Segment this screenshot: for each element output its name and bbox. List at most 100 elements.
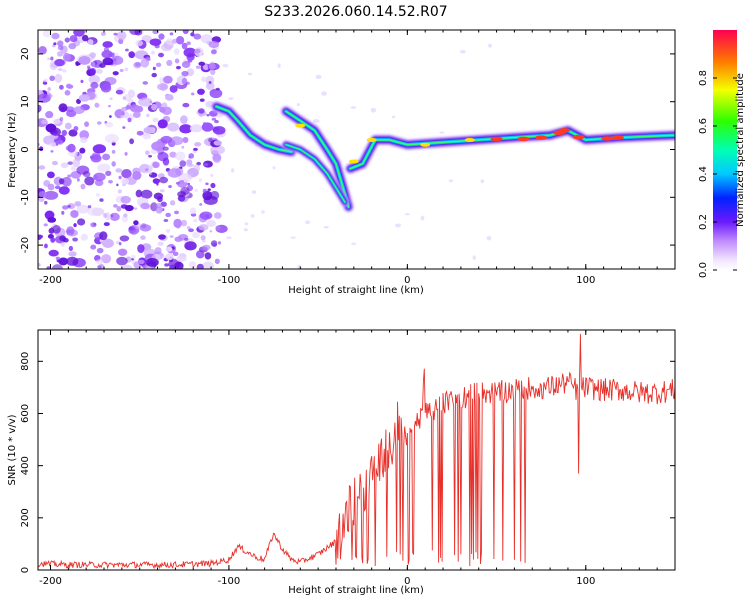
faint-speckle	[243, 228, 248, 232]
noise-speckle	[112, 71, 119, 76]
noise-speckle	[164, 263, 169, 267]
noise-speckle	[53, 118, 61, 125]
noise-speckle	[151, 141, 165, 151]
noise-speckle	[80, 136, 88, 144]
noise-speckle	[169, 200, 176, 206]
noise-speckle	[218, 241, 222, 245]
noise-speckle	[214, 258, 220, 265]
faint-speckle	[296, 103, 300, 107]
noise-speckle	[105, 170, 112, 177]
noise-speckle	[139, 224, 152, 232]
noise-speckle	[97, 265, 102, 269]
noise-speckle	[87, 39, 94, 46]
noise-speckle	[151, 103, 158, 111]
noise-speckle	[198, 112, 204, 117]
noise-speckle	[67, 174, 72, 178]
spectrogram-x-axis: -200 -100 0 100	[39, 30, 676, 286]
noise-speckle	[65, 83, 72, 89]
faint-speckle	[228, 97, 234, 101]
faint-speckle	[251, 190, 257, 195]
faint-speckle	[323, 225, 329, 229]
faint-speckle	[247, 72, 253, 76]
noise-speckle	[78, 55, 91, 65]
noise-speckle	[66, 256, 79, 266]
noise-speckle	[136, 130, 144, 136]
warm-spot	[420, 142, 431, 147]
noise-speckle	[161, 143, 166, 147]
noise-speckle	[50, 56, 54, 61]
noise-speckle	[55, 256, 61, 260]
noise-speckle	[87, 207, 101, 216]
noise-speckle	[124, 67, 129, 72]
noise-speckle	[51, 160, 58, 166]
faint-speckle	[472, 255, 476, 260]
noise-speckle	[64, 122, 72, 130]
noise-speckle	[81, 34, 89, 42]
hot-spot	[572, 134, 585, 140]
noise-speckle	[103, 213, 108, 218]
noise-speckle	[193, 33, 202, 40]
spectrogram-image	[38, 30, 675, 269]
noise-speckle	[183, 47, 197, 58]
noise-speckle	[159, 176, 169, 184]
noise-speckle	[169, 136, 184, 146]
noise-speckle	[96, 247, 104, 254]
noise-speckle	[204, 252, 212, 260]
noise-speckle	[162, 255, 166, 259]
noise-speckle	[64, 37, 70, 43]
noise-speckle	[159, 106, 166, 113]
noise-speckle	[70, 209, 79, 218]
hot-spot	[558, 128, 571, 133]
noise-speckle	[167, 122, 180, 132]
noise-speckle	[138, 164, 153, 174]
faint-speckle	[370, 107, 377, 113]
noise-speckle	[56, 51, 64, 57]
noise-speckle	[145, 56, 151, 62]
faint-speckle	[244, 222, 249, 226]
noise-speckle	[68, 251, 77, 257]
faint-speckle	[404, 213, 410, 216]
y-tick-label: 0	[20, 146, 31, 152]
noise-speckle	[117, 30, 127, 40]
noise-speckle	[169, 151, 177, 158]
faint-speckle	[459, 50, 466, 54]
noise-speckle	[109, 115, 112, 118]
noise-speckle	[190, 32, 195, 37]
noise-speckle	[80, 79, 84, 84]
noise-speckle	[61, 210, 65, 215]
noise-speckle	[130, 104, 141, 113]
noise-speckle	[133, 61, 142, 69]
x-tick-label: -200	[39, 275, 62, 286]
noise-speckle	[163, 75, 173, 84]
y-tick-label: 800	[20, 352, 31, 371]
faint-speckle	[439, 131, 445, 134]
noise-speckle	[61, 176, 72, 187]
noise-speckle	[64, 90, 71, 96]
noise-speckle	[157, 83, 169, 91]
noise-speckle	[182, 102, 190, 108]
x-tick-label: 0	[404, 576, 410, 587]
noise-speckle	[140, 189, 153, 199]
noise-speckle	[140, 202, 150, 210]
noise-speckle	[58, 257, 69, 266]
noise-speckle	[115, 89, 124, 95]
noise-speckle	[169, 235, 174, 239]
noise-speckle	[90, 81, 99, 89]
noise-speckle	[179, 160, 187, 167]
noise-speckle	[38, 165, 46, 170]
warm-spot	[366, 137, 377, 142]
noise-speckle	[82, 171, 91, 178]
x-tick-label: 100	[576, 275, 595, 286]
noise-speckle	[115, 168, 123, 173]
snr-y-axis: 0 200 400 600 800	[20, 352, 675, 573]
noise-speckle	[52, 224, 61, 234]
faint-speckle	[277, 63, 281, 68]
faint-speckle	[226, 236, 232, 240]
branch-1-track	[215, 105, 293, 153]
noise-speckle	[199, 211, 213, 220]
noise-speckle	[157, 196, 163, 203]
noise-speckle	[137, 244, 145, 254]
noise-speckle	[60, 242, 65, 247]
snr-plot-area	[38, 333, 675, 570]
noise-speckle	[84, 176, 95, 186]
